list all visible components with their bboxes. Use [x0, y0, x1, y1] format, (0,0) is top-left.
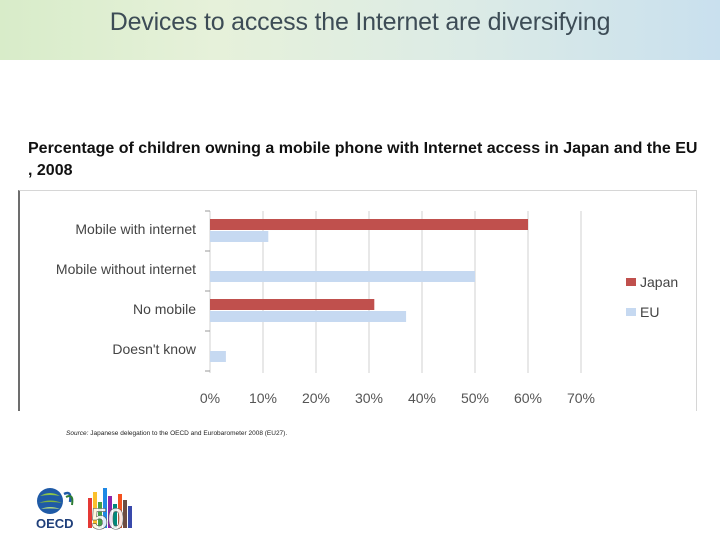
source-text: Japanese delegation to the OECD and Euro… [90, 430, 288, 437]
x-tick-label: 0% [200, 390, 220, 406]
x-tick-label: 20% [302, 390, 330, 406]
oecd-50-logo: OECD 50 [36, 488, 132, 532]
source-label: Source: [66, 430, 89, 437]
category-label: Mobile with internet [75, 221, 196, 237]
globe-icon [37, 488, 63, 514]
chart-heading: Percentage of children owning a mobile p… [28, 140, 698, 179]
bar-japan [210, 299, 375, 310]
x-tick-label: 70% [567, 390, 595, 406]
category-label: Doesn't know [112, 341, 196, 357]
legend-label: EU [640, 304, 659, 320]
slide-title: Devices to access the Internet are diver… [109, 8, 611, 36]
x-tick-label: 30% [355, 390, 383, 406]
bar-eu [210, 271, 475, 282]
source-note: Source: Japanese delegation to the OECD … [66, 430, 287, 437]
x-tick-label: 40% [408, 390, 436, 406]
bar-eu [210, 351, 226, 362]
legend-swatch-japan [626, 278, 636, 286]
anniversary-number: 50 [91, 503, 124, 532]
bar-eu [210, 231, 269, 242]
header-band [0, 0, 720, 60]
x-tick-label: 10% [249, 390, 277, 406]
legend-label: Japan [640, 274, 678, 290]
category-label: No mobile [133, 301, 196, 317]
x-tick-label: 60% [514, 390, 542, 406]
oecd-wordmark: OECD [36, 516, 74, 531]
bar-japan [210, 219, 528, 230]
chart-area: 0% 10% 20% 30% 40% 50% 60% 70% Mobile with inter… [18, 190, 697, 411]
swoosh-icon [63, 491, 74, 506]
bar-chart: 0% 10% 20% 30% 40% 50% 60% 70% Mobile with inter… [56, 210, 678, 406]
legend-swatch-eu [626, 308, 636, 316]
bar-eu [210, 311, 407, 322]
x-tick-label: 50% [461, 390, 489, 406]
anniversary-bars [88, 488, 132, 528]
category-label: Mobile without internet [56, 261, 196, 277]
